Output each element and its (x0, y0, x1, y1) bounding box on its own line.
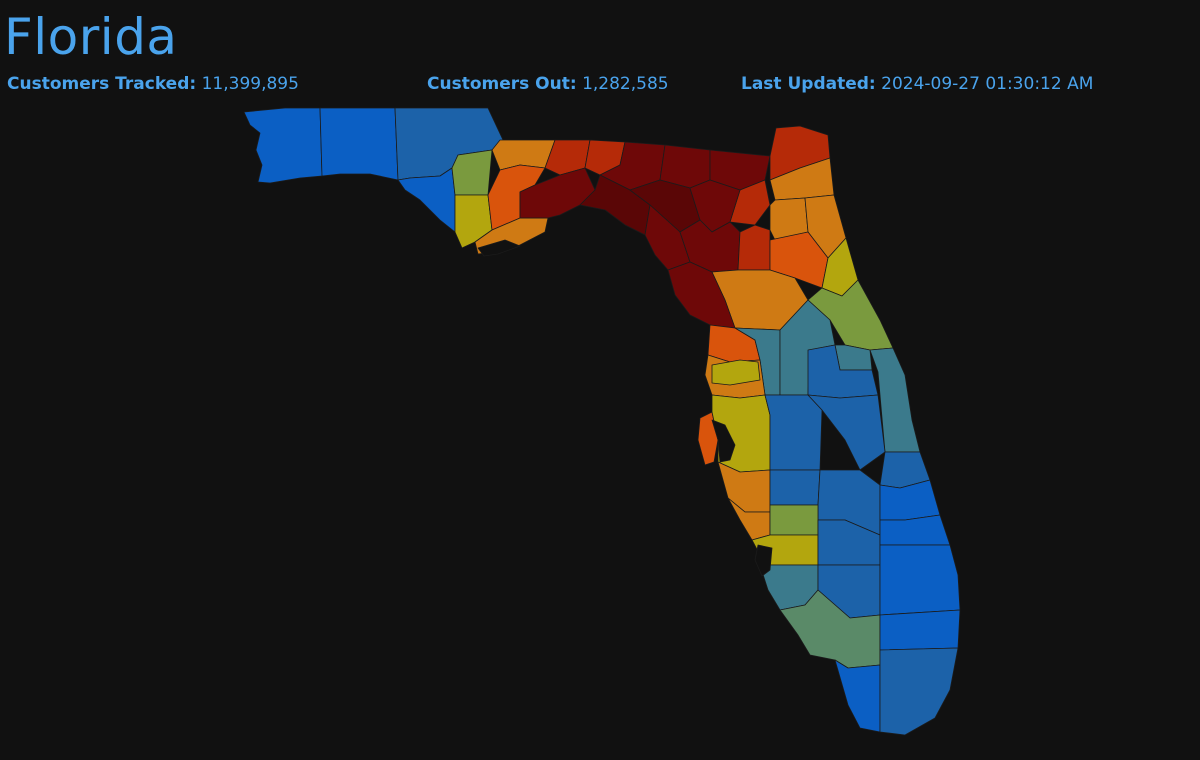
stat-customers-tracked-value: 11,399,895 (201, 74, 299, 94)
stat-customers-out-label: Customers Out: (427, 74, 577, 94)
region-bradford-red[interactable] (737, 224, 771, 271)
region-desoto-green[interactable] (769, 504, 819, 536)
stat-last-updated: Last Updated: 2024-09-27 01:30:12 AM (741, 74, 1093, 94)
apalachicola-bay-water (477, 239, 521, 257)
stat-last-updated-value: 2024-09-27 01:30:12 AM (881, 74, 1094, 94)
stat-customers-tracked: Customers Tracked: 11,399,895 (7, 74, 299, 94)
page-title: Florida (4, 8, 178, 66)
region-suwannee-dark[interactable] (659, 144, 711, 189)
region-stlucie-blue[interactable] (879, 479, 941, 521)
region-panhandle-far-west[interactable] (243, 107, 323, 184)
region-panhandle-west[interactable] (319, 107, 399, 181)
region-polk-blue[interactable] (764, 394, 823, 471)
stat-customers-tracked-label: Customers Tracked: (7, 74, 197, 94)
stat-customers-out-value: 1,282,585 (582, 74, 669, 94)
stat-last-updated-label: Last Updated: (741, 74, 876, 94)
region-monroe-mainland-blue[interactable] (834, 659, 881, 733)
region-hardee-blue[interactable] (769, 469, 821, 506)
region-palm-beach-blue[interactable] (879, 544, 961, 616)
region-broward-blue[interactable] (879, 609, 961, 651)
stats-bar: Customers Tracked: 11,399,895 Customers … (0, 74, 1200, 100)
region-miami-dade-blue[interactable] (879, 647, 959, 736)
stat-customers-out: Customers Out: 1,282,585 (427, 74, 669, 94)
region-jackson-green[interactable] (451, 149, 493, 196)
tampa-bay-water (711, 419, 736, 463)
region-osceola-blue[interactable] (807, 394, 886, 471)
region-pasco-coast-yellow[interactable] (711, 359, 761, 386)
charlotte-harbor-water (754, 544, 773, 577)
region-martin-blue[interactable] (879, 514, 951, 546)
region-volusia-green[interactable] (807, 279, 894, 351)
